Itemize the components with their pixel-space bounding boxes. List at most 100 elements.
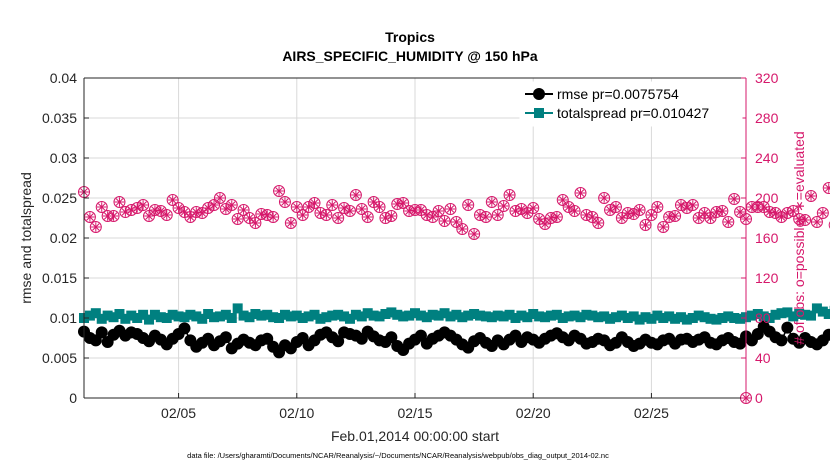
x-tick-label: 02/05 <box>161 405 196 421</box>
obs-possible-marker <box>308 197 321 209</box>
obs-possible-marker <box>213 192 226 204</box>
obs-possible-marker <box>468 228 481 240</box>
obs-evaluated-marker <box>362 212 373 222</box>
obs-possible-marker <box>166 194 179 206</box>
obs-evaluated-marker <box>475 210 485 220</box>
obs-evaluated-marker <box>368 197 379 207</box>
spread-point <box>794 309 805 319</box>
spread-point <box>285 311 296 322</box>
obs-point <box>249 217 262 229</box>
obs-evaluated-marker <box>670 211 680 221</box>
obs-evaluated-marker <box>463 200 473 210</box>
spread-point <box>309 309 320 320</box>
rmse-point <box>775 334 788 347</box>
obs-evaluated-marker <box>498 201 509 211</box>
rmse-point <box>822 328 830 341</box>
obs-possible-marker <box>296 209 309 221</box>
obs-evaluated-marker <box>723 217 734 227</box>
spread-point <box>752 309 763 319</box>
spread-point <box>214 311 225 322</box>
obs-point <box>107 210 120 222</box>
obs-point <box>278 196 291 208</box>
obs-evaluated-marker <box>699 208 710 218</box>
obs-point <box>273 185 286 197</box>
spread-point <box>711 314 722 325</box>
obs-point <box>669 210 682 222</box>
obs-point <box>799 214 812 226</box>
obs-possible-marker <box>816 207 829 219</box>
spread-point <box>764 313 775 323</box>
spread-point <box>386 307 397 318</box>
obs-evaluated-marker <box>640 220 651 230</box>
obs-evaluated-marker <box>617 213 627 223</box>
legend-spread-marker <box>534 108 544 118</box>
obs-evaluated-marker <box>611 202 621 212</box>
spread-point <box>155 312 166 323</box>
obs-evaluated-marker <box>433 206 444 216</box>
obs-possible-marker <box>231 213 244 225</box>
obs-evaluated-marker <box>280 197 290 207</box>
spread-point <box>516 310 527 321</box>
obs-possible-marker <box>349 189 362 201</box>
obs-evaluated-marker <box>215 193 225 203</box>
spread-point <box>404 310 415 321</box>
spread-point <box>339 311 350 322</box>
obs-point <box>89 221 102 233</box>
spread-point <box>557 313 568 323</box>
obs-point <box>651 201 664 213</box>
obs-possible-marker <box>237 204 250 216</box>
obs-point <box>225 199 238 211</box>
obs-point <box>296 209 309 221</box>
obs-evaluated-marker <box>291 202 302 212</box>
spread-point <box>646 313 657 324</box>
obs-point <box>343 205 356 217</box>
spread-point <box>616 310 627 321</box>
obs-possible-marker <box>497 200 510 212</box>
spread-point <box>687 313 698 323</box>
obs-possible-marker <box>805 190 818 202</box>
obs-possible-marker <box>787 205 800 217</box>
spread-point <box>534 311 545 322</box>
obs-evaluated-marker <box>303 202 314 212</box>
obs-point <box>734 206 747 218</box>
obs-evaluated-marker <box>126 205 137 215</box>
obs-possible-marker <box>160 209 173 221</box>
obs-possible-marker <box>485 196 498 208</box>
obs-evaluated-marker <box>244 213 255 223</box>
obs-evaluated-marker <box>286 218 296 228</box>
obs-point <box>267 211 280 223</box>
obs-evaluated-marker <box>96 202 107 212</box>
obs-evaluated-marker <box>776 212 787 222</box>
obs-evaluated-marker <box>758 202 769 212</box>
obs-point <box>326 199 339 211</box>
obs-point <box>609 201 622 213</box>
obs-possible-marker <box>385 210 398 222</box>
spread-point <box>806 310 817 321</box>
rmse-point <box>332 335 345 348</box>
obs-evaluated-marker <box>552 212 562 222</box>
obs-evaluated-marker <box>161 210 172 220</box>
obs-possible-marker <box>361 211 374 223</box>
obs-possible-marker <box>326 199 339 211</box>
y-tick-label-left: 0.015 <box>42 270 77 286</box>
spread-point <box>492 310 503 321</box>
x-tick-label: 02/25 <box>634 405 669 421</box>
obs-point <box>645 209 658 221</box>
spread-series <box>79 303 830 325</box>
spread-point <box>433 310 444 321</box>
obs-point <box>716 205 729 217</box>
spread-point <box>427 309 438 320</box>
spread-point <box>445 311 456 322</box>
obs-possible-marker <box>462 199 475 211</box>
obs-evaluated-marker <box>563 202 574 212</box>
y-tick-label-left: 0 <box>69 390 77 406</box>
spread-point <box>723 311 734 322</box>
obs-point <box>556 194 569 206</box>
spread-point <box>652 310 663 321</box>
obs-evaluated-marker <box>167 195 178 205</box>
data-file-footnote: data file: /Users/gharamti/Documents/NCA… <box>187 451 609 460</box>
spread-point <box>776 308 787 319</box>
spread-point <box>628 311 639 322</box>
obs-possible-marker <box>503 189 516 201</box>
spread-point <box>569 310 580 321</box>
